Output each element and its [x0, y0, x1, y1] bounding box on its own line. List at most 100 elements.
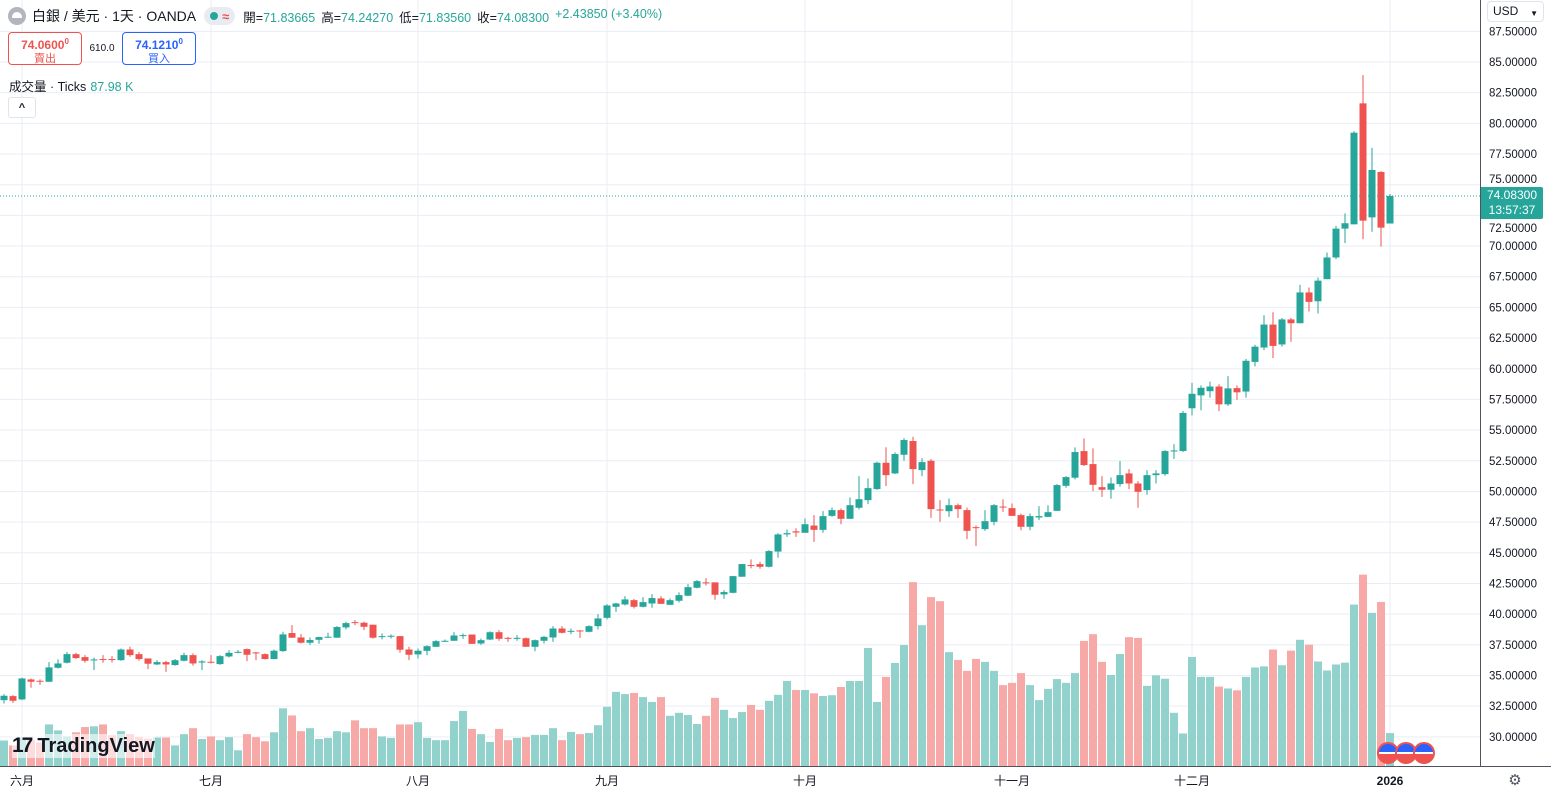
candle-body: [1161, 451, 1169, 475]
candle-body: [117, 649, 125, 661]
currency-select[interactable]: USD ▼: [1487, 1, 1544, 22]
volume-bar: [450, 721, 458, 766]
candle-body: [297, 637, 305, 643]
candle-body: [198, 661, 206, 663]
candle-body: [396, 636, 404, 650]
ohlc-values: 開=71.83665 高=74.24270 低=71.83560 收=74.08…: [243, 7, 662, 26]
volume-bar: [657, 697, 665, 766]
settings-gear-icon[interactable]: ⚙: [1508, 772, 1522, 789]
volume-bar: [801, 689, 809, 766]
volume-bar: [576, 734, 584, 766]
candle-body: [369, 624, 377, 638]
volume-bar: [234, 750, 242, 766]
high-value: 74.24270: [341, 10, 394, 25]
candle-body: [1269, 324, 1277, 346]
candle-body: [882, 462, 890, 476]
volume-bar: [1125, 637, 1133, 766]
volume-bar: [414, 722, 422, 766]
candle-body: [180, 655, 188, 661]
volume-bar: [1062, 682, 1070, 766]
volume-bar: [486, 742, 494, 766]
candle-body: [711, 582, 719, 595]
sell-button[interactable]: 74.06000 賣出: [8, 32, 82, 65]
volume-bar: [684, 715, 692, 766]
volume-bar: [783, 680, 791, 766]
price-axis-labels: 30.00000 32.50000 35.00000 37.50000 40.00000…: [1489, 26, 1537, 744]
volume-value: 87.98 K: [90, 80, 134, 94]
volume-bar: [360, 728, 368, 766]
buy-price: 74.1210: [135, 38, 179, 52]
candle-body: [747, 565, 755, 567]
candle-body: [414, 650, 422, 655]
candle-body: [252, 652, 260, 654]
volume-bar: [675, 712, 683, 766]
candle-body: [1053, 485, 1061, 511]
candle-body: [1098, 487, 1106, 490]
candle-body: [657, 598, 665, 604]
candle-body: [1386, 195, 1394, 224]
volume-bar: [1287, 650, 1295, 766]
volume-bar: [999, 685, 1007, 766]
volume-bar: [423, 737, 431, 766]
us-flag-event-icon[interactable]: [1413, 742, 1435, 764]
volume-bar: [648, 701, 656, 766]
y-tick-label: 32.50000: [1489, 701, 1537, 713]
y-tick-label: 62.50000: [1489, 333, 1537, 345]
candle-body: [144, 658, 152, 664]
volume-bar: [1053, 679, 1061, 766]
high-label: 高=: [321, 10, 342, 25]
candle-body: [729, 576, 737, 593]
candle-body: [1071, 452, 1079, 478]
candle-body: [459, 635, 467, 637]
candle-body: [9, 696, 17, 701]
candle-body: [351, 622, 359, 624]
volume-bar: [1071, 673, 1079, 766]
volume-bar: [1179, 733, 1187, 766]
volume-bar: [495, 728, 503, 766]
candle-body: [1125, 473, 1133, 484]
buy-price-superscript: 0: [178, 37, 183, 46]
time-tick-label: 十二月: [1174, 774, 1210, 788]
candle-body: [162, 662, 170, 665]
volume-bar: [828, 695, 836, 766]
buy-button[interactable]: 74.12100 買入: [122, 32, 196, 65]
candle-body: [1377, 171, 1385, 228]
candle-body: [405, 649, 413, 655]
candle-body: [873, 462, 881, 490]
symbol-title[interactable]: 白銀 / 美元 · 1天 · OANDA: [32, 8, 197, 24]
volume-bar: [1323, 670, 1331, 766]
volume-bar: [585, 733, 593, 766]
candle-body: [0, 695, 8, 701]
candle-body: [945, 505, 953, 512]
candle-body: [1359, 103, 1367, 221]
candle-body: [189, 655, 197, 664]
volume-bar: [432, 740, 440, 766]
candle-body: [1296, 292, 1304, 324]
candle-body: [1260, 324, 1268, 348]
candle-body: [477, 640, 485, 644]
price-axis[interactable]: 30.00000 32.50000 35.00000 37.50000 40.00000…: [1480, 0, 1551, 766]
candle-body: [1197, 387, 1205, 396]
volume-bar: [1350, 604, 1358, 766]
collapse-legend-button[interactable]: ^: [8, 97, 36, 118]
candle-body: [837, 510, 845, 519]
candle-body: [36, 680, 44, 682]
market-status-pill[interactable]: ≈: [204, 7, 236, 25]
volume-bar: [1332, 664, 1340, 766]
tradingview-logo[interactable]: 17 TradingView: [12, 734, 155, 758]
price-chart[interactable]: [0, 0, 1480, 766]
time-axis[interactable]: 六月 七月 八月 九月 十月 十一月 十二月 2026 ⚙: [0, 766, 1551, 794]
candle-body: [306, 640, 314, 643]
volume-bar: [1224, 688, 1232, 766]
candle-body: [1062, 477, 1070, 486]
y-tick-label: 55.00000: [1489, 425, 1537, 437]
volume-bar: [279, 708, 287, 766]
volume-bar: [1017, 673, 1025, 766]
volume-bar: [531, 734, 539, 766]
volume-label[interactable]: 成交量 · Ticks: [9, 80, 87, 94]
volume-bar: [0, 740, 8, 766]
candle-body: [999, 506, 1007, 508]
volume-bar: [603, 706, 611, 766]
volume-bar: [441, 740, 449, 766]
candle-body: [963, 510, 971, 531]
